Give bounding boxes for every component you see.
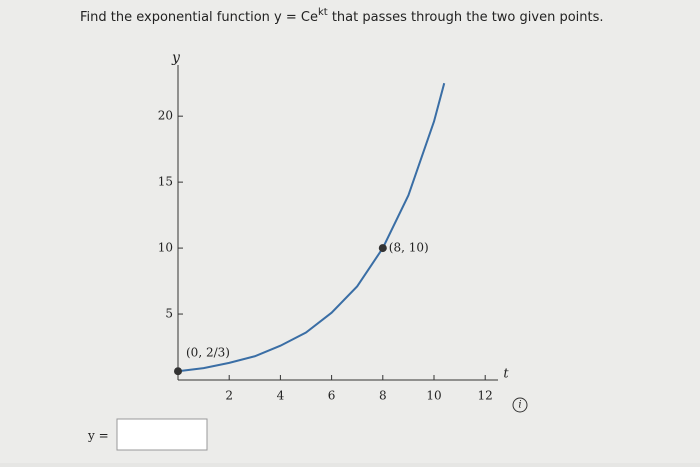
x-axis-label: t: [503, 367, 509, 382]
question-text: that passes through the two given points…: [328, 10, 604, 25]
x-tick-label: 12: [478, 389, 493, 403]
y-axis-label: y: [171, 50, 181, 66]
point-label: (8, 10): [389, 241, 429, 255]
y-tick-label: 20: [158, 109, 173, 123]
answer-label: y =: [87, 429, 109, 443]
x-tick-label: 10: [426, 389, 441, 403]
x-tick-label: 6: [328, 389, 336, 403]
question: Find the exponential function y = Cekt t…: [80, 7, 604, 25]
x-tick-label: 8: [379, 389, 387, 403]
question-text: Find the exponential function y = Ce: [80, 10, 318, 25]
point-label: (0, 2/3): [186, 346, 230, 360]
question-exponent: kt: [318, 7, 328, 18]
y-tick-label: 10: [158, 241, 173, 255]
info-icon[interactable]: [512, 397, 528, 413]
info-icon-glyph: i: [518, 400, 521, 411]
curve: [177, 82, 446, 373]
point: [378, 244, 387, 253]
y-tick-label: 5: [165, 307, 173, 321]
x-tick-label: 2: [225, 389, 233, 403]
x-tick-label: 4: [277, 389, 285, 403]
point: [174, 367, 182, 376]
answer-input[interactable]: [116, 418, 208, 451]
y-tick-label: 15: [158, 175, 173, 189]
